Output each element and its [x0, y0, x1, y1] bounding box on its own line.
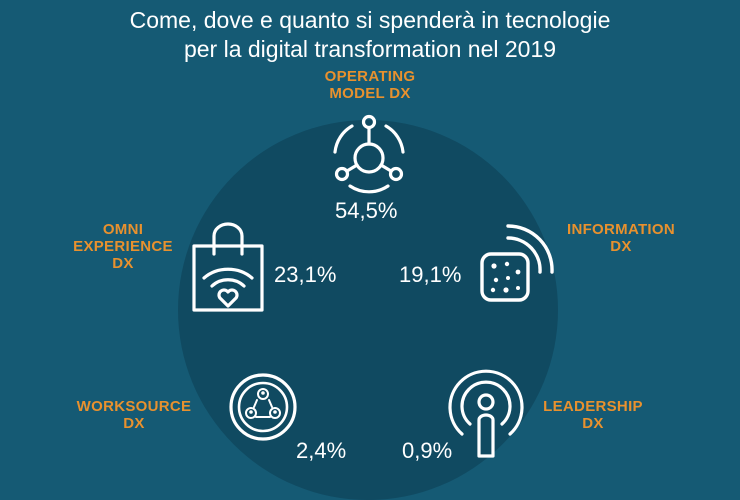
worksource-label-line2: DX [123, 415, 145, 432]
omni-experience-label-line2: EXPERIENCE [73, 238, 173, 255]
operating-model-value: 54,5% [335, 198, 398, 223]
operating-model-label-line1: OPERATING [324, 68, 416, 85]
data-signal-icon [480, 224, 554, 302]
worksource-label-line1: WORKSOURCE [76, 398, 192, 415]
hub-network-icon [333, 114, 405, 194]
information-label: INFORMATION DX [546, 221, 696, 255]
people-network-icon [229, 373, 297, 441]
omni-experience-label: OMNI EXPERIENCE DX [60, 221, 186, 272]
worksource-value: 2,4% [296, 438, 347, 463]
leadership-value: 0,9% [402, 438, 453, 463]
information-value: 19,1% [399, 262, 462, 287]
title-line-1: Come, dove e quanto si spenderà in tecno… [129, 7, 611, 33]
leadership-label: LEADERSHIP DX [528, 398, 658, 432]
shopping-bag-icon [192, 222, 264, 312]
omni-experience-label-line1: OMNI [102, 221, 144, 238]
title-line-2: per la digital transformation nel 2019 [183, 36, 557, 62]
page-title: Come, dove e quanto si spenderà in tecno… [0, 6, 740, 64]
omni-experience-value: 23,1% [274, 262, 337, 287]
operating-model-label: OPERATING MODEL DX [300, 68, 440, 102]
worksource-label: WORKSOURCE DX [62, 398, 206, 432]
leadership-label-line1: LEADERSHIP [543, 398, 643, 415]
person-broadcast-icon [448, 369, 524, 458]
omni-experience-label-line3: DX [112, 255, 134, 272]
information-label-line1: INFORMATION [566, 221, 675, 238]
operating-model-label-line2: MODEL DX [329, 85, 411, 102]
information-label-line2: DX [610, 238, 632, 255]
leadership-label-line2: DX [582, 415, 604, 432]
